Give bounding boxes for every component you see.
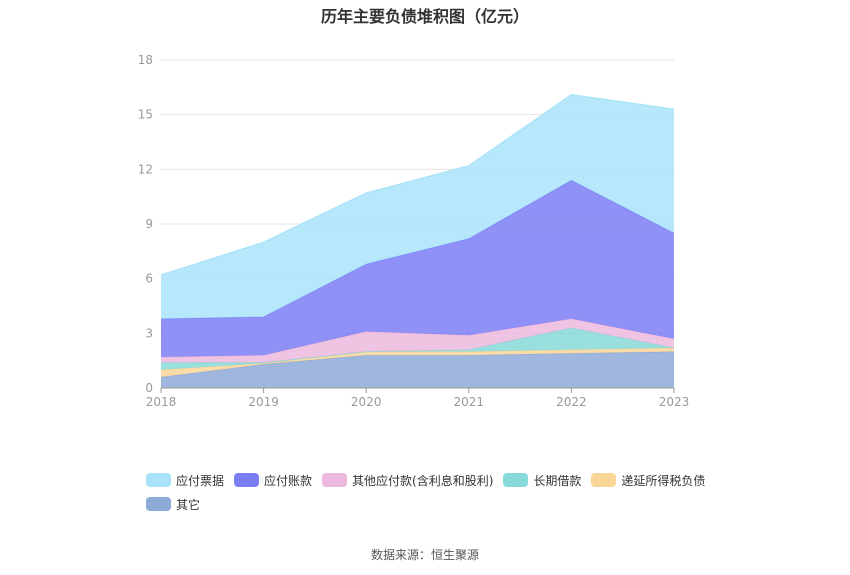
area-其它 [161,351,674,388]
legend-label: 应付票据 [176,473,225,488]
legend-label: 应付账款 [264,473,313,488]
legend-swatch [591,473,617,487]
area-其他应付款含利息和股利 [161,318,674,363]
legend-swatch [322,473,348,487]
legend-item[interactable]: 其它 [146,496,200,512]
legend-label: 递延所得税负债 [621,473,706,488]
legend-label: 长期借款 [533,473,582,488]
legend-item[interactable]: 应付账款 [234,472,312,488]
line-应付票据 [160,93,675,276]
chart-title: 历年主要负债堆积图（亿元） [320,7,529,26]
legend-swatch [146,497,171,511]
area-应付票据 [161,94,674,319]
area-应付账款 [161,180,674,357]
legend-swatch [503,473,529,487]
legend-item[interactable]: 长期借款 [503,472,581,488]
chart-legend: 应付票据 应付账款 其他应付款(含利息和股利) 长期借款 递延所得税负债其它 [146,472,726,520]
legend-item[interactable]: 应付票据 [146,472,224,488]
y-tick-label: 3 [145,326,153,340]
x-tick-label: 2022 [556,395,587,409]
legend-item[interactable]: 其他应付款(含利息和股利) [322,472,493,488]
y-tick-label: 15 [138,108,153,122]
area-长期借款 [161,327,674,370]
y-tick-label: 9 [145,217,153,231]
y-tick-label: 6 [145,272,153,286]
y-tick-label: 0 [145,381,153,395]
legend-item[interactable]: 递延所得税负债 [591,472,705,488]
stacked-area-chart: 0 3 6 9 12 15 18 2018 2019 2020 2021 2022 2023 [138,53,690,409]
axes: 0 3 6 9 12 15 18 2018 2019 2020 2021 2022 2023 [138,53,690,409]
y-tick-label: 12 [138,162,153,176]
legend-swatch [146,473,171,487]
legend-label: 其它 [176,497,201,512]
x-tick-label: 2023 [659,395,690,409]
x-tick-label: 2018 [146,395,177,409]
legend-label: 其他应付款(含利息和股利) [352,473,494,488]
x-tick-label: 2019 [248,395,279,409]
area-递延所得税负债 [161,347,674,378]
x-tick-label: 2021 [454,395,485,409]
area-series [160,93,675,388]
y-tick-label: 18 [138,53,153,67]
data-source: 数据来源：恒生聚源 [370,548,479,562]
legend-swatch [234,473,260,487]
x-tick-label: 2020 [351,395,382,409]
